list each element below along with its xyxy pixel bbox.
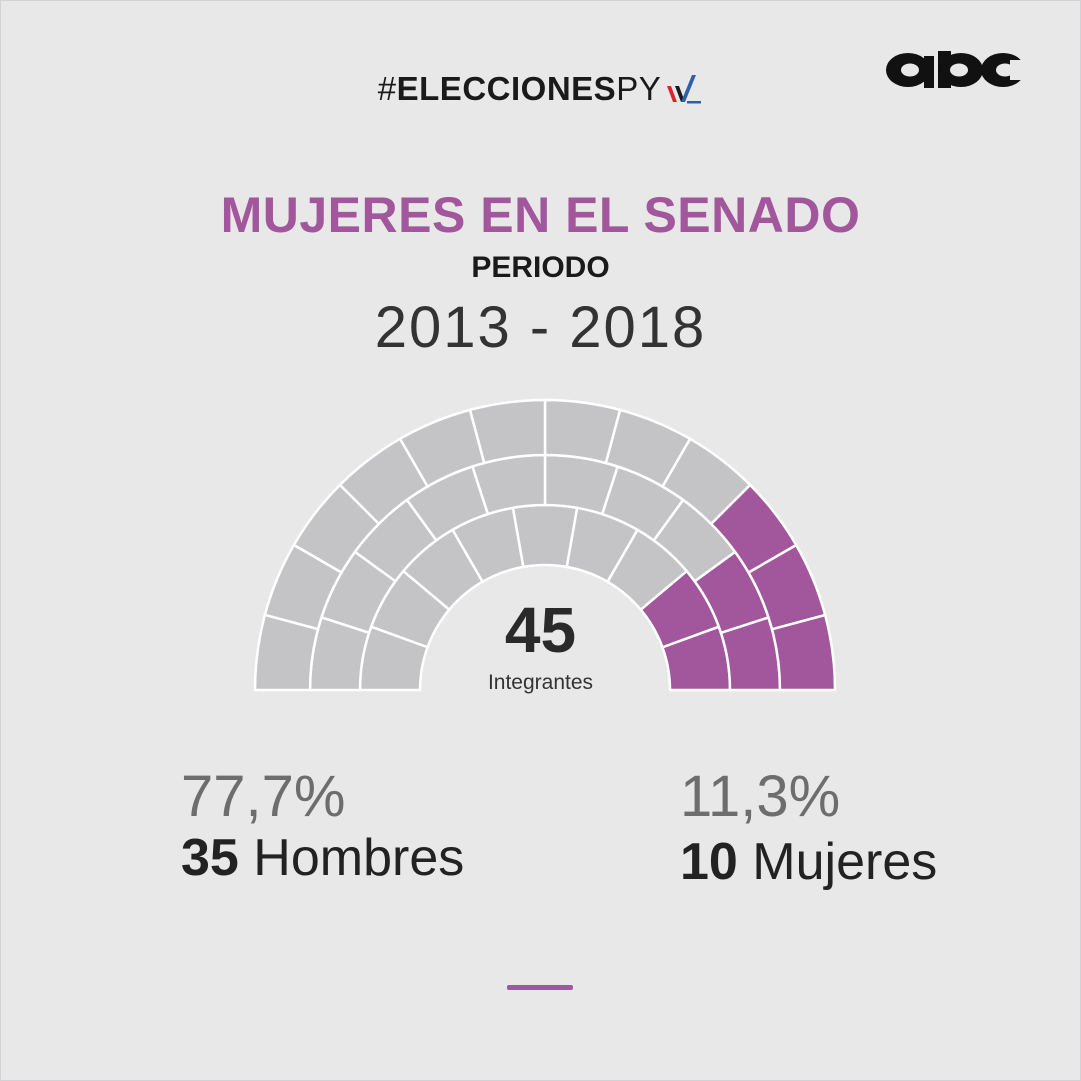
men-stat: 77,7% 35 Hombres xyxy=(181,764,464,885)
total-members-value: 45 xyxy=(504,594,577,666)
women-count: 10 xyxy=(680,833,738,891)
abc-logo xyxy=(884,50,1028,95)
hashtag-header: #ELECCIONESPY xyxy=(0,70,1081,108)
men-count-line: 35 Hombres xyxy=(181,832,464,884)
hashtag-prefix: # xyxy=(377,70,397,107)
seat-men xyxy=(543,398,622,465)
parliament-chart xyxy=(253,398,837,692)
women-stat: 11,3% 10 Mujeres xyxy=(680,764,937,889)
hashtag-main: ELECCIONES xyxy=(396,70,617,107)
men-percent: 77,7% xyxy=(181,764,346,829)
men-count: 35 xyxy=(181,829,239,887)
chart-title: MUJERES EN EL SENADO xyxy=(220,187,861,243)
period-label: PERIODO xyxy=(471,251,610,284)
bottom-accent-bar xyxy=(507,985,573,990)
seat-men xyxy=(253,613,320,692)
total-members-label: Integrantes xyxy=(487,671,594,694)
women-label: Mujeres xyxy=(752,833,938,891)
women-count-line: 10 Mujeres xyxy=(680,836,937,888)
hashtag-suffix: PY xyxy=(616,70,662,107)
period-value: 2013 - 2018 xyxy=(374,295,707,360)
men-label: Hombres xyxy=(253,829,465,887)
checkmark-icon xyxy=(667,75,702,104)
women-percent: 11,3% xyxy=(680,764,841,829)
